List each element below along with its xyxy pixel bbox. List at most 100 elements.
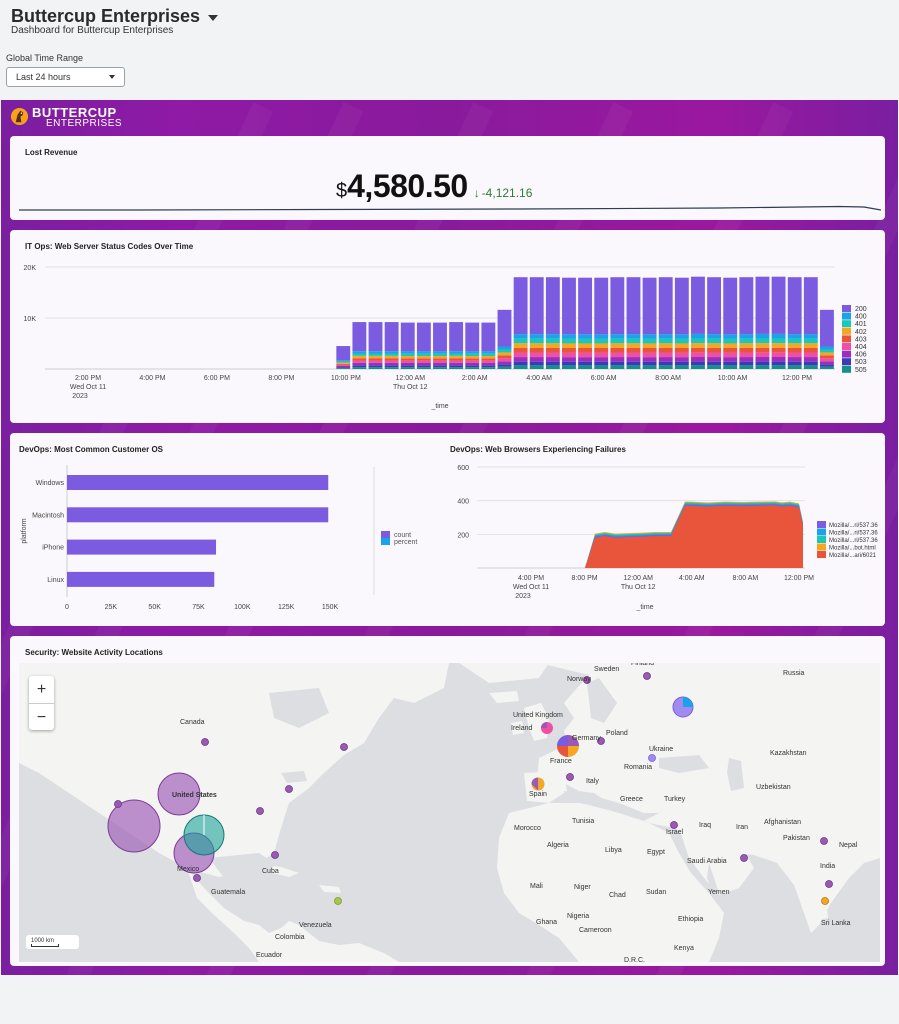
- bar-segment-503: [626, 361, 641, 366]
- bar-segment-200: [465, 322, 480, 352]
- map-label: Poland: [606, 730, 628, 737]
- bar-segment-402: [465, 356, 480, 359]
- bar-segment-200: [755, 276, 770, 334]
- legend-label: 400: [855, 314, 867, 321]
- bar-segment-400: [562, 334, 576, 339]
- zoom-in-button[interactable]: +: [29, 676, 54, 704]
- bar-segment-402: [400, 356, 415, 359]
- time-range-select[interactable]: Last 24 hours: [6, 67, 125, 87]
- bar-segment-200: [803, 277, 818, 335]
- bar-segment-402: [787, 343, 802, 348]
- bar-segment-406: [626, 357, 641, 362]
- bar-segment-403: [642, 348, 657, 353]
- x-tick-label: 2:00 AM: [462, 375, 488, 382]
- title-dropdown-icon[interactable]: [208, 14, 219, 21]
- map-label: United Kingdom: [513, 712, 563, 719]
- bar-segment-401: [723, 338, 738, 344]
- bar-segment-200: [723, 277, 738, 335]
- world-map[interactable]: Sweden Finland Norway Russia Canada Unit…: [19, 663, 880, 962]
- browser-chart-title: DevOps: Web Browsers Experiencing Failur…: [450, 445, 626, 454]
- bar-segment-505: [578, 365, 593, 369]
- legend-swatch: [842, 335, 851, 343]
- bar-segment-404: [755, 352, 770, 357]
- map-label: Greece: [620, 796, 643, 803]
- bar-segment-402: [739, 343, 754, 348]
- bar-segment-403: [803, 347, 818, 353]
- bar-segment-403: [820, 355, 834, 359]
- bar-segment-503: [545, 361, 560, 366]
- legend-label: 401: [855, 321, 867, 328]
- map-label: Chad: [609, 892, 626, 899]
- bar-segment-505: [594, 365, 609, 369]
- zoom-out-button[interactable]: −: [36, 708, 47, 726]
- y-tick-label: 10K: [24, 316, 37, 323]
- y-tick-label: 600: [457, 465, 469, 472]
- legend-label: Mozilla/...ri/537.36: [829, 531, 878, 537]
- legend-label: 404: [855, 344, 867, 351]
- map-label: Spain: [529, 791, 547, 798]
- bar-segment-400: [771, 333, 786, 339]
- bar-segment-200: [674, 277, 689, 335]
- bar-segment-503: [658, 361, 673, 366]
- bar-segment-402: [433, 356, 447, 359]
- bar-segment-503: [400, 365, 415, 368]
- map-label: Iraq: [699, 822, 711, 829]
- legend-swatch: [842, 320, 851, 328]
- x-tick-label: 8:00 PM: [268, 375, 294, 382]
- bar-segment-505: [707, 365, 722, 369]
- map-label: Turkey: [664, 796, 686, 803]
- bar-segment-406: [723, 357, 738, 362]
- bar-segment-505: [610, 365, 625, 369]
- bar-segment-401: [739, 338, 754, 344]
- map-label: Libya: [605, 847, 622, 854]
- bar-segment-402: [691, 343, 705, 348]
- os-bar-chart: 0 25K 50K 75K 100K 125K 150K Windows Macintosh iP…: [21, 465, 417, 611]
- bar-segment-404: [771, 352, 786, 357]
- bar-segment-403: [513, 347, 528, 353]
- bar-segment-200: [352, 322, 367, 352]
- bar-segment-402: [820, 352, 834, 356]
- bar-segment-406: [352, 362, 367, 366]
- map-label: Mexico: [177, 866, 199, 873]
- bar-segment-505: [739, 365, 754, 369]
- bar-segment-400: [336, 360, 351, 362]
- bar-segment-406: [658, 357, 673, 362]
- bar-segment-400: [529, 334, 544, 339]
- bar-segment-400: [642, 334, 657, 339]
- bar-segment-401: [529, 338, 544, 344]
- map-label: Russia: [783, 670, 805, 677]
- bar-segment-200: [610, 277, 625, 335]
- bar-segment-406: [562, 357, 576, 362]
- bar-segment-402: [610, 343, 625, 348]
- bar-segment-503: [803, 361, 818, 366]
- bar-segment-505: [755, 365, 770, 369]
- legend-label: 402: [855, 329, 867, 336]
- bar-segment-403: [433, 358, 447, 361]
- bar-segment-406: [433, 362, 447, 366]
- bar-segment-503: [529, 361, 544, 366]
- bar-segment-406: [707, 357, 722, 362]
- bar-segment-401: [594, 338, 609, 344]
- bar-segment-402: [642, 343, 657, 349]
- bar-segment-401: [545, 338, 560, 344]
- bar-segment-400: [723, 334, 738, 339]
- bar-segment-200: [497, 309, 512, 347]
- bar-segment-404: [674, 352, 689, 358]
- os-bar: [67, 507, 329, 523]
- bar-segment-505: [787, 365, 802, 369]
- bar-segment-505: [803, 365, 818, 369]
- bar-segment-406: [642, 357, 657, 362]
- bar-segment-402: [529, 343, 544, 348]
- bar-segment-400: [352, 351, 367, 354]
- bar-segment-402: [755, 343, 770, 348]
- map-label: France: [550, 758, 572, 765]
- bar-segment-401: [513, 338, 528, 344]
- bar-segment-400: [820, 346, 834, 350]
- y-axis-label: platform: [21, 518, 28, 543]
- area-series: [495, 505, 803, 568]
- bar-segment-200: [529, 277, 544, 335]
- bar-segment-402: [674, 343, 689, 349]
- bar-segment-505: [562, 365, 576, 369]
- bar-segment-505: [626, 365, 641, 369]
- x-tick-label: 6:00 PM: [204, 375, 230, 382]
